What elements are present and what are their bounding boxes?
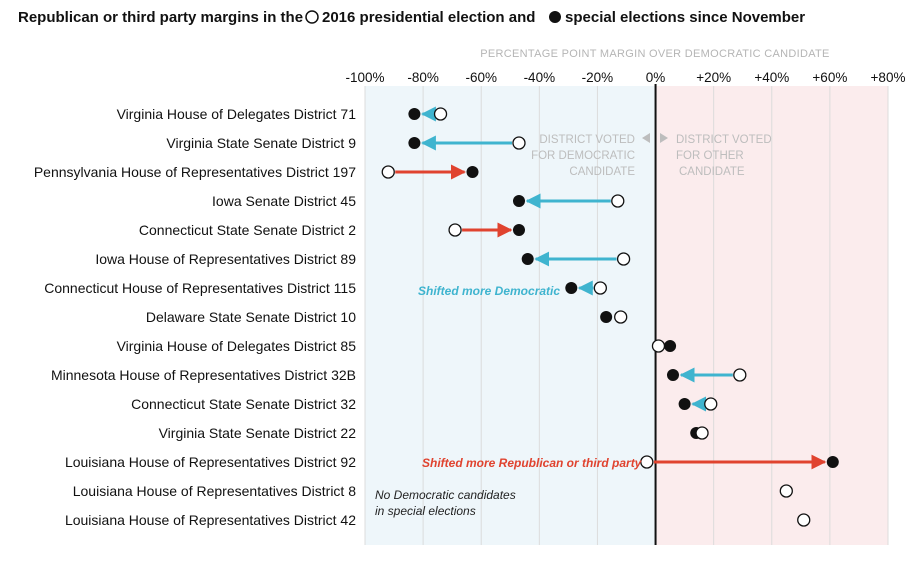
special-election-dot <box>678 398 691 410</box>
special-election-dot <box>521 253 534 265</box>
presidential-2016-dot <box>640 455 654 469</box>
tick-labels: -100% -80% -60% -40% -20% 0% +20% +40% +60% +80% <box>345 70 905 85</box>
table-row: Louisiana House of Representatives Distr… <box>65 512 811 528</box>
dem-note-line-1: DISTRICT VOTED <box>539 134 635 146</box>
axis-label: PERCENTAGE POINT MARGIN OVER DEMOCRATIC … <box>480 48 829 60</box>
annotation-shift-rep: Shifted more Republican or third party <box>422 456 643 470</box>
data-rows: Virginia House of Delegates District 71 V… <box>34 106 839 528</box>
special-election-dot <box>826 456 839 468</box>
chart-title: Republican or third party margins in the <box>18 9 303 26</box>
row-label: Virginia State Senate District 9 <box>166 135 356 151</box>
tick-label: +80% <box>871 70 906 85</box>
tick-label: -40% <box>524 70 556 85</box>
table-row: Virginia House of Delegates District 71 <box>117 106 448 122</box>
other-note-line-2: FOR OTHER <box>676 150 744 162</box>
presidential-2016-dot <box>614 310 628 324</box>
row-label: Iowa House of Representatives District 8… <box>95 251 356 267</box>
presidential-2016-dot <box>381 165 395 179</box>
row-label: Virginia House of Delegates District 71 <box>117 106 357 122</box>
tick-label: -80% <box>407 70 439 85</box>
grid-lines <box>364 84 889 545</box>
row-label: Connecticut State Senate District 32 <box>131 396 356 412</box>
table-row: Delaware State Senate District 10 <box>146 309 628 325</box>
row-label: Louisiana House of Representatives Distr… <box>73 483 356 499</box>
table-row: Louisiana House of Representatives Distr… <box>73 483 793 499</box>
special-election-dot <box>408 108 421 120</box>
legend-label-special: special elections since November <box>565 9 805 26</box>
table-row: Iowa House of Representatives District 8… <box>95 251 631 267</box>
special-election-dot <box>664 340 677 352</box>
table-row: Minnesota House of Representatives Distr… <box>51 367 747 383</box>
other-region-note: DISTRICT VOTED FOR OTHER CANDIDATE <box>660 133 772 178</box>
presidential-2016-dot <box>779 484 793 498</box>
presidential-2016-dot <box>433 107 448 121</box>
special-election-dot <box>600 311 613 323</box>
table-row: Iowa Senate District 45 <box>212 193 625 209</box>
table-row: Virginia State Senate District 22 <box>159 425 709 441</box>
other-note-line-1: DISTRICT VOTED <box>676 134 772 146</box>
presidential-2016-dot <box>733 368 747 382</box>
legend-open-icon <box>305 10 319 24</box>
tick-label: +20% <box>696 70 731 85</box>
tick-label: -100% <box>345 70 384 85</box>
annotation-no-dem-2: in special elections <box>375 504 476 518</box>
presidential-2016-dot <box>651 339 666 353</box>
presidential-2016-dot <box>616 252 631 266</box>
legend-filled-icon <box>549 11 561 23</box>
table-row: Louisiana House of Representatives Distr… <box>65 454 839 470</box>
legend-label-2016: 2016 presidential election and <box>322 9 535 26</box>
tick-label: +40% <box>754 70 789 85</box>
table-row: Virginia House of Delegates District 85 <box>117 338 677 354</box>
presidential-2016-dot <box>797 513 811 527</box>
table-row: Virginia State Senate District 9 <box>166 135 526 151</box>
tick-label: -20% <box>582 70 614 85</box>
presidential-2016-dot <box>695 426 709 440</box>
row-label: Delaware State Senate District 10 <box>146 309 356 325</box>
special-election-dot <box>408 137 421 149</box>
annotation-shift-dem: Shifted more Democratic <box>418 284 560 298</box>
row-label: Louisiana House of Representatives Distr… <box>65 454 356 470</box>
special-election-dot <box>512 195 525 207</box>
row-label: Minnesota House of Representatives Distr… <box>51 367 356 383</box>
table-row: Connecticut House of Representatives Dis… <box>44 280 607 296</box>
dem-note-line-3: CANDIDATE <box>569 166 635 178</box>
row-label: Virginia House of Delegates District 85 <box>117 338 357 354</box>
row-label: Pennsylvania House of Representatives Di… <box>34 164 356 180</box>
special-election-dot <box>466 166 479 178</box>
left-triangle-icon <box>642 133 650 143</box>
row-label: Connecticut State Senate District 2 <box>139 222 356 238</box>
row-label: Connecticut House of Representatives Dis… <box>44 280 356 296</box>
annotation-no-dem-1: No Democratic candidates <box>375 488 516 502</box>
row-label: Iowa Senate District 45 <box>212 193 356 209</box>
special-election-dot <box>666 369 679 381</box>
presidential-2016-dot <box>704 397 718 411</box>
tick-label: 0% <box>646 70 666 85</box>
table-row: Pennsylvania House of Representatives Di… <box>34 164 479 180</box>
other-note-line-3: CANDIDATE <box>679 166 745 178</box>
presidential-2016-dot <box>512 136 526 150</box>
presidential-2016-dot <box>611 194 625 208</box>
row-label: Louisiana House of Representatives Distr… <box>65 512 356 528</box>
row-label: Virginia State Senate District 22 <box>159 425 357 441</box>
dem-note-line-2: FOR DEMOCRATIC <box>531 150 635 162</box>
special-election-dot <box>565 282 578 294</box>
table-row: Connecticut State Senate District 32 <box>131 396 718 412</box>
right-triangle-icon <box>660 133 668 143</box>
table-row: Connecticut State Senate District 2 <box>139 222 525 238</box>
presidential-2016-dot <box>448 223 462 237</box>
special-election-dot <box>512 224 525 236</box>
tick-label: -60% <box>465 70 497 85</box>
presidential-2016-dot <box>593 281 607 295</box>
dem-region-note: DISTRICT VOTED FOR DEMOCRATIC CANDIDATE <box>531 133 650 178</box>
tick-label: +60% <box>812 70 847 85</box>
